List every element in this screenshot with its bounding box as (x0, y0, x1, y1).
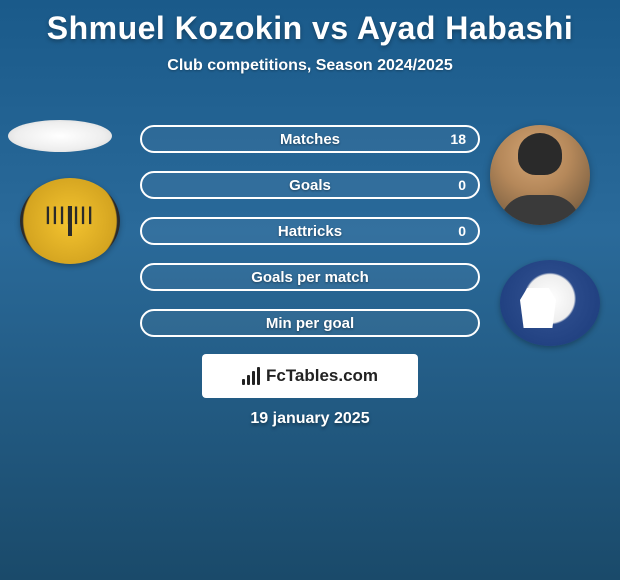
club-left-badge (20, 178, 120, 264)
stat-label: Goals per match (251, 269, 369, 286)
player-left-avatar (8, 120, 112, 152)
stat-label: Hattricks (278, 223, 342, 240)
stat-row: Matches 18 (140, 125, 480, 153)
branding-text: FcTables.com (266, 366, 378, 386)
player-right-avatar (490, 125, 590, 225)
stat-row: Hattricks 0 (140, 217, 480, 245)
menorah-icon (45, 196, 95, 246)
stat-label: Matches (280, 131, 340, 148)
stats-table: Matches 18 Goals 0 Hattricks 0 Goals per… (140, 125, 480, 355)
stat-label: Goals (289, 177, 331, 194)
stat-label: Min per goal (266, 315, 354, 332)
stat-row: Min per goal (140, 309, 480, 337)
club-right-badge (500, 260, 600, 346)
stat-row: Goals 0 (140, 171, 480, 199)
stat-right-value: 18 (450, 131, 466, 147)
bar-chart-icon (242, 367, 260, 385)
snapshot-date: 19 january 2025 (250, 410, 369, 428)
stat-right-value: 0 (458, 177, 466, 193)
comparison-title: Shmuel Kozokin vs Ayad Habashi (0, 0, 620, 47)
stat-right-value: 0 (458, 223, 466, 239)
stat-row: Goals per match (140, 263, 480, 291)
comparison-subtitle: Club competitions, Season 2024/2025 (0, 57, 620, 75)
branding-badge: FcTables.com (202, 354, 418, 398)
